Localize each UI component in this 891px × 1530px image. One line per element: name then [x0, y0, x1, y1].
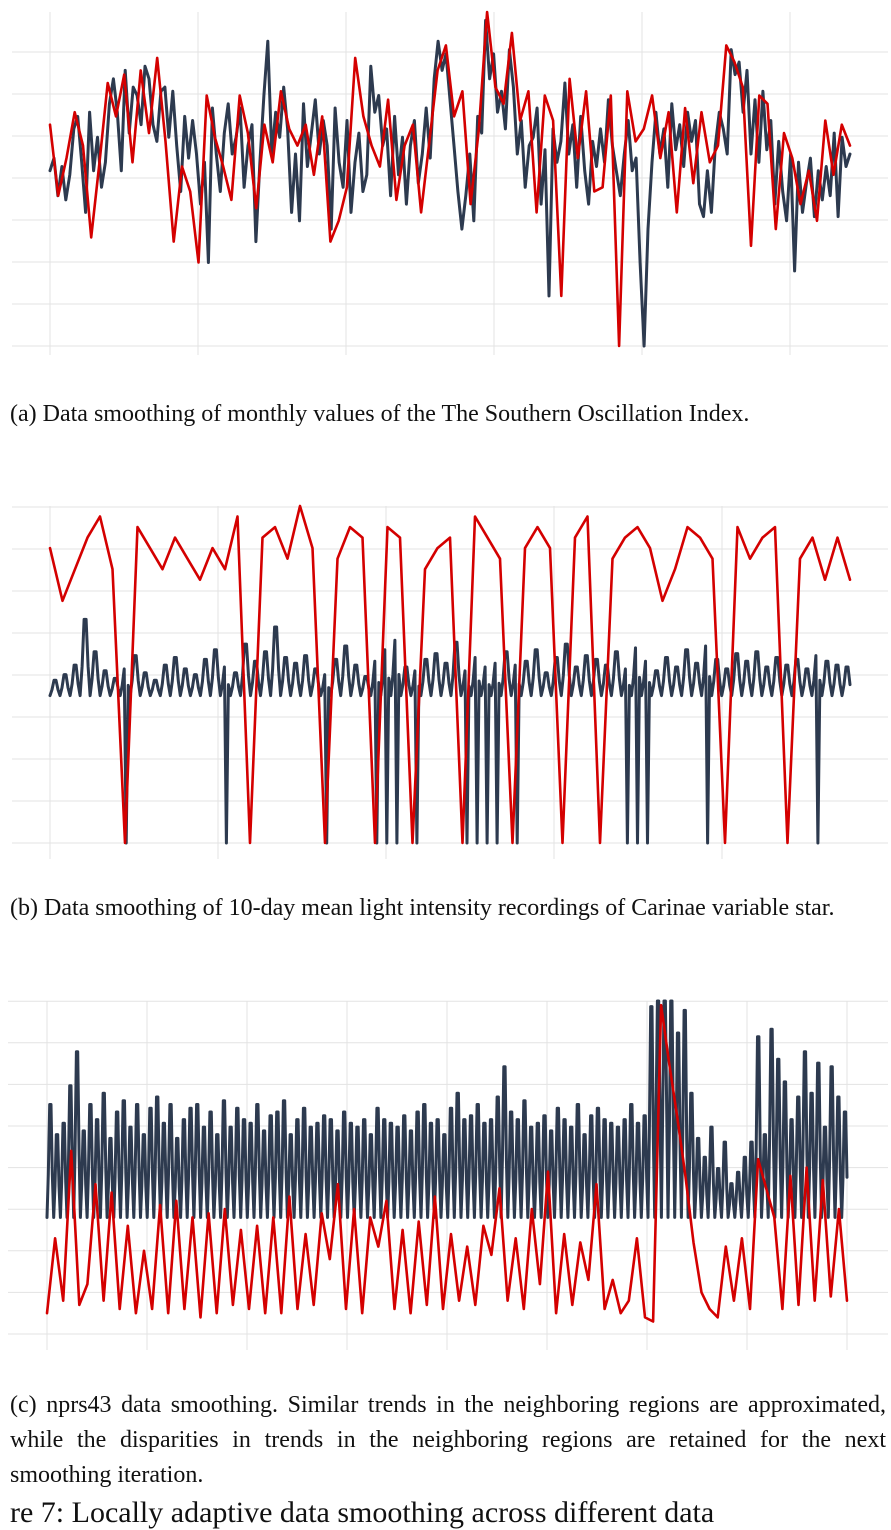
chart-a: [0, 0, 891, 355]
figure-caption-fragment: re 7: Locally adaptive data smoothing ac…: [10, 1496, 715, 1529]
chart-b: [0, 490, 891, 865]
series-line-smoothed: [45, 1003, 849, 1323]
panel-b: (b) Data smoothing of 10-day mean light …: [0, 490, 891, 970]
caption-b: (b) Data smoothing of 10-day mean light …: [10, 895, 835, 921]
panel-a: (a) Data smoothing of monthly values of …: [0, 0, 891, 440]
chart-b-svg: [12, 504, 888, 859]
series-line-original: [48, 18, 852, 348]
series-line-smoothed: [48, 10, 852, 348]
caption-c: (c) nprs43 data smoothing. Similar trend…: [10, 1392, 886, 1488]
chart-a-svg: [12, 10, 888, 355]
chart-c: [0, 990, 891, 1360]
panel-c: (c) nprs43 data smoothing. Similar trend…: [0, 990, 891, 1490]
series-line-smoothed: [48, 504, 852, 845]
series-line-original: [45, 999, 849, 1219]
caption-a: (a) Data smoothing of monthly values of …: [10, 401, 750, 427]
chart-c-svg: [8, 999, 888, 1350]
